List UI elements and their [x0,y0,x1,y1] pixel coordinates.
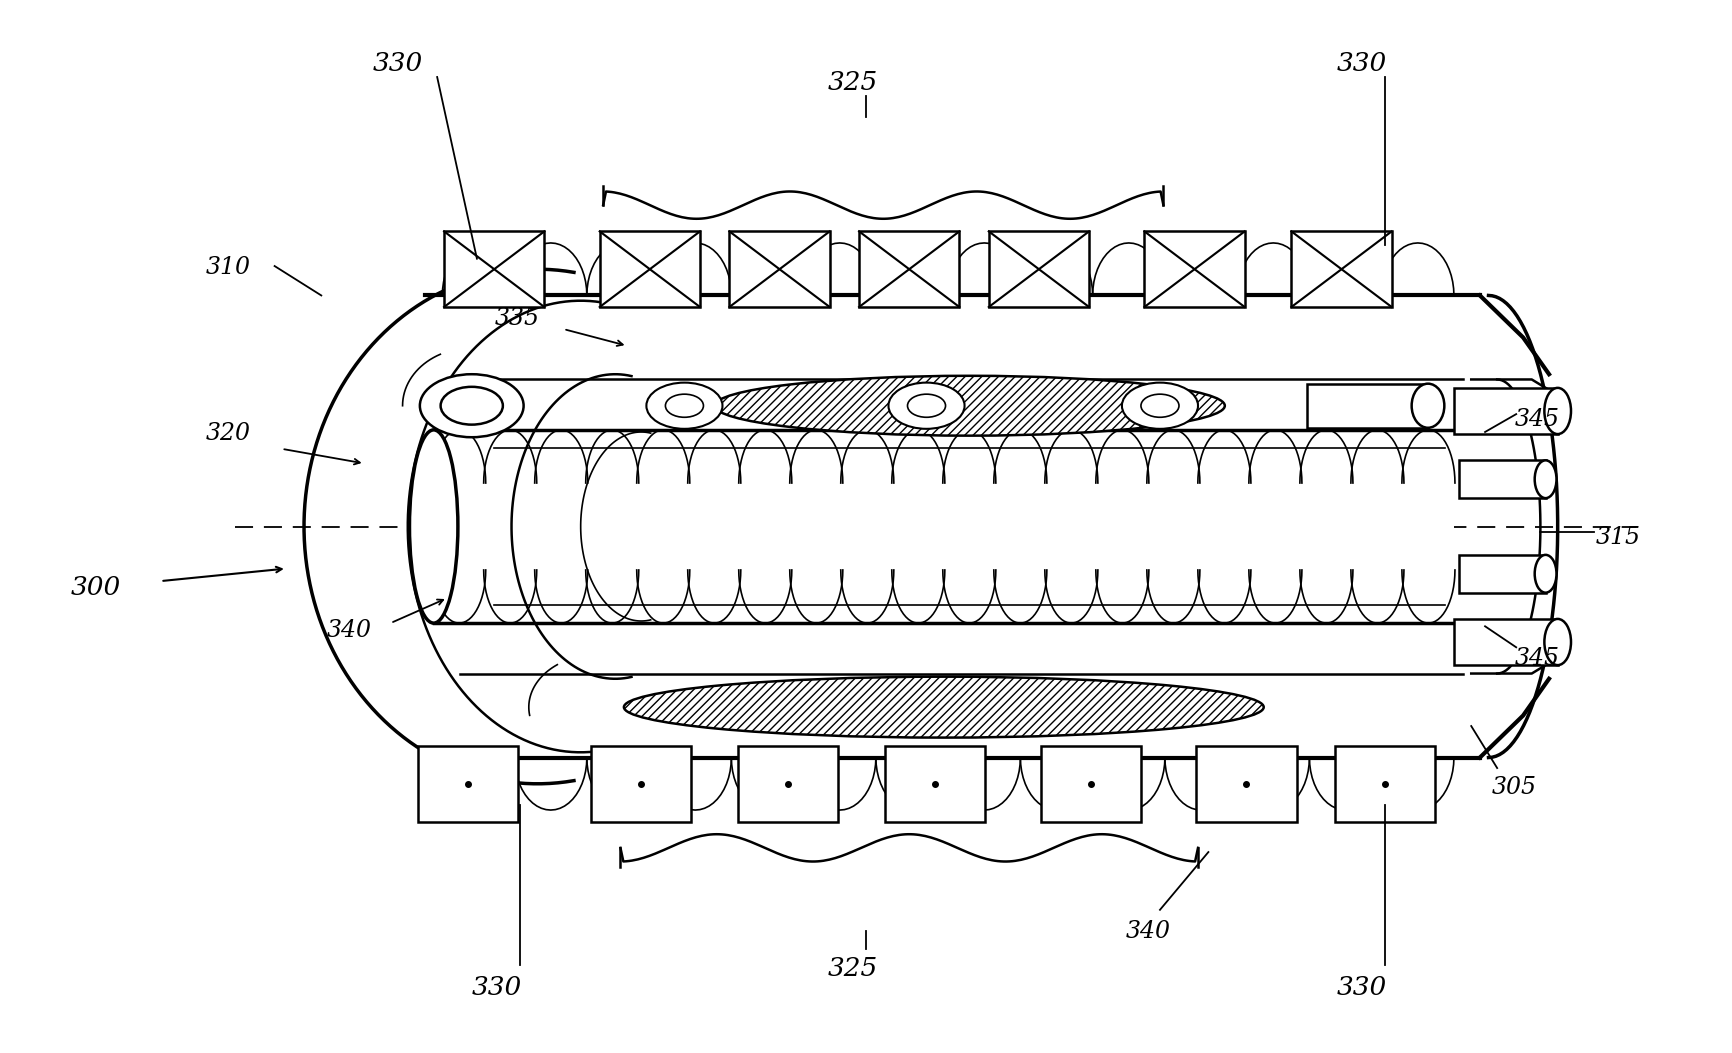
Text: 340: 340 [327,619,371,641]
Bar [738,746,838,821]
Bar [1453,388,1557,434]
Circle shape [908,394,946,417]
Ellipse shape [1545,388,1571,434]
Text: 310: 310 [206,257,251,279]
Bar [1197,746,1297,821]
Circle shape [646,382,722,429]
Bar [1292,232,1393,307]
Ellipse shape [715,376,1225,436]
Text: 340: 340 [1126,920,1171,943]
Bar [417,746,518,821]
Text: 335: 335 [494,306,539,330]
Bar [599,232,700,307]
Text: 325: 325 [828,69,878,95]
Ellipse shape [409,430,457,623]
Circle shape [1141,394,1179,417]
Bar [859,232,960,307]
Ellipse shape [624,677,1264,737]
Text: 330: 330 [471,975,521,1000]
Text: 330: 330 [1337,975,1387,1000]
Circle shape [1122,382,1199,429]
Bar [433,430,1453,623]
Text: 305: 305 [1491,776,1536,799]
Text: 330: 330 [372,51,423,76]
Ellipse shape [1535,555,1557,593]
Text: 330: 330 [1337,51,1387,76]
Bar [1453,619,1557,665]
Circle shape [419,374,523,437]
Bar [443,232,544,307]
Text: 320: 320 [206,422,251,445]
Bar [989,232,1089,307]
Bar [1041,746,1141,821]
Bar [1458,460,1545,498]
Text: 325: 325 [828,956,878,981]
Bar [1458,555,1545,593]
Bar [1335,746,1434,821]
Text: 315: 315 [1595,526,1640,550]
Circle shape [440,386,502,424]
Bar [1308,383,1427,428]
Bar [591,746,691,821]
Ellipse shape [1545,619,1571,665]
Text: 345: 345 [1514,648,1559,670]
Bar [729,232,830,307]
Bar [885,746,986,821]
Text: 345: 345 [1514,408,1559,431]
Ellipse shape [1412,383,1444,428]
Circle shape [889,382,965,429]
Circle shape [665,394,703,417]
Bar [1145,232,1245,307]
Ellipse shape [1535,460,1557,498]
Text: 300: 300 [71,575,121,600]
